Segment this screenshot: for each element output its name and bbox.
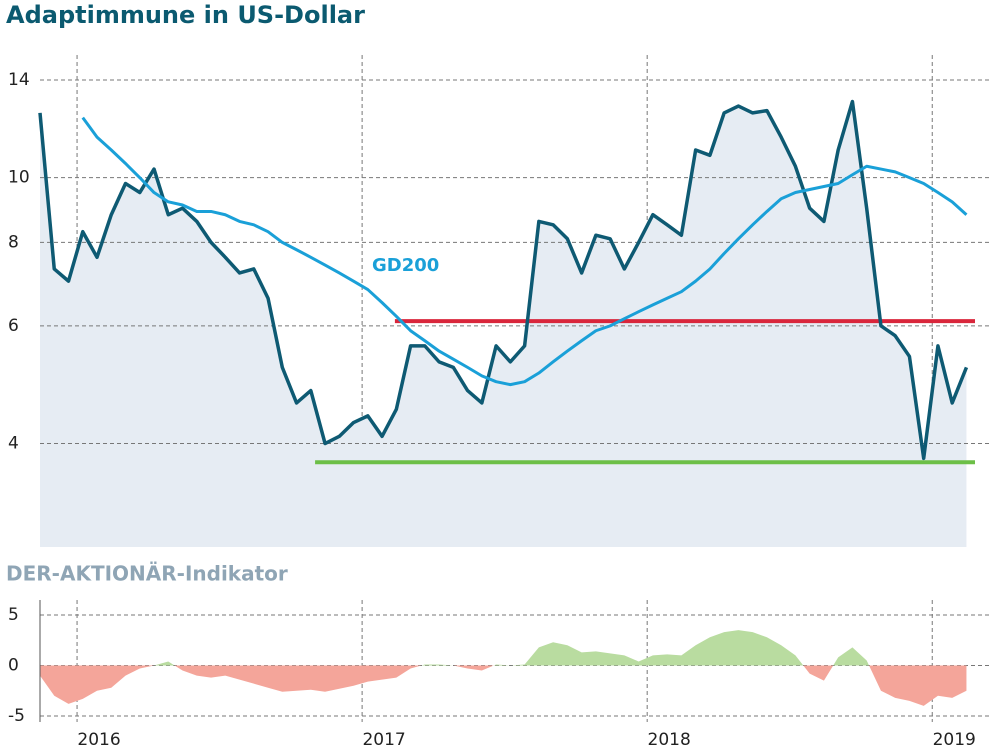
y-tick-label: 10 xyxy=(8,168,30,188)
y-tick-label: 8 xyxy=(8,232,19,252)
series-line xyxy=(81,116,968,387)
indicator-title: DER-AKTIONÄR-Indikator xyxy=(6,562,288,586)
x-tick-label: 2018 xyxy=(648,730,691,750)
indicator-positive xyxy=(40,630,967,666)
y-tick-label: 4 xyxy=(8,434,19,454)
x-tick-label: 2019 xyxy=(933,730,976,750)
indicator-negative xyxy=(40,665,967,706)
y-tick-label: 5 xyxy=(8,605,19,625)
y-tick-label: 0 xyxy=(8,656,19,676)
x-tick-label: 2017 xyxy=(362,730,405,750)
series-line xyxy=(38,99,969,461)
price-area xyxy=(40,101,967,547)
y-tick-label: 14 xyxy=(8,70,30,90)
chart-title: Adaptimmune in US-Dollar xyxy=(6,1,365,29)
y-tick-label: 6 xyxy=(8,316,19,336)
x-tick-label: 2016 xyxy=(77,730,120,750)
annotation: GD200 xyxy=(372,255,439,276)
y-tick-label: -5 xyxy=(8,706,25,726)
